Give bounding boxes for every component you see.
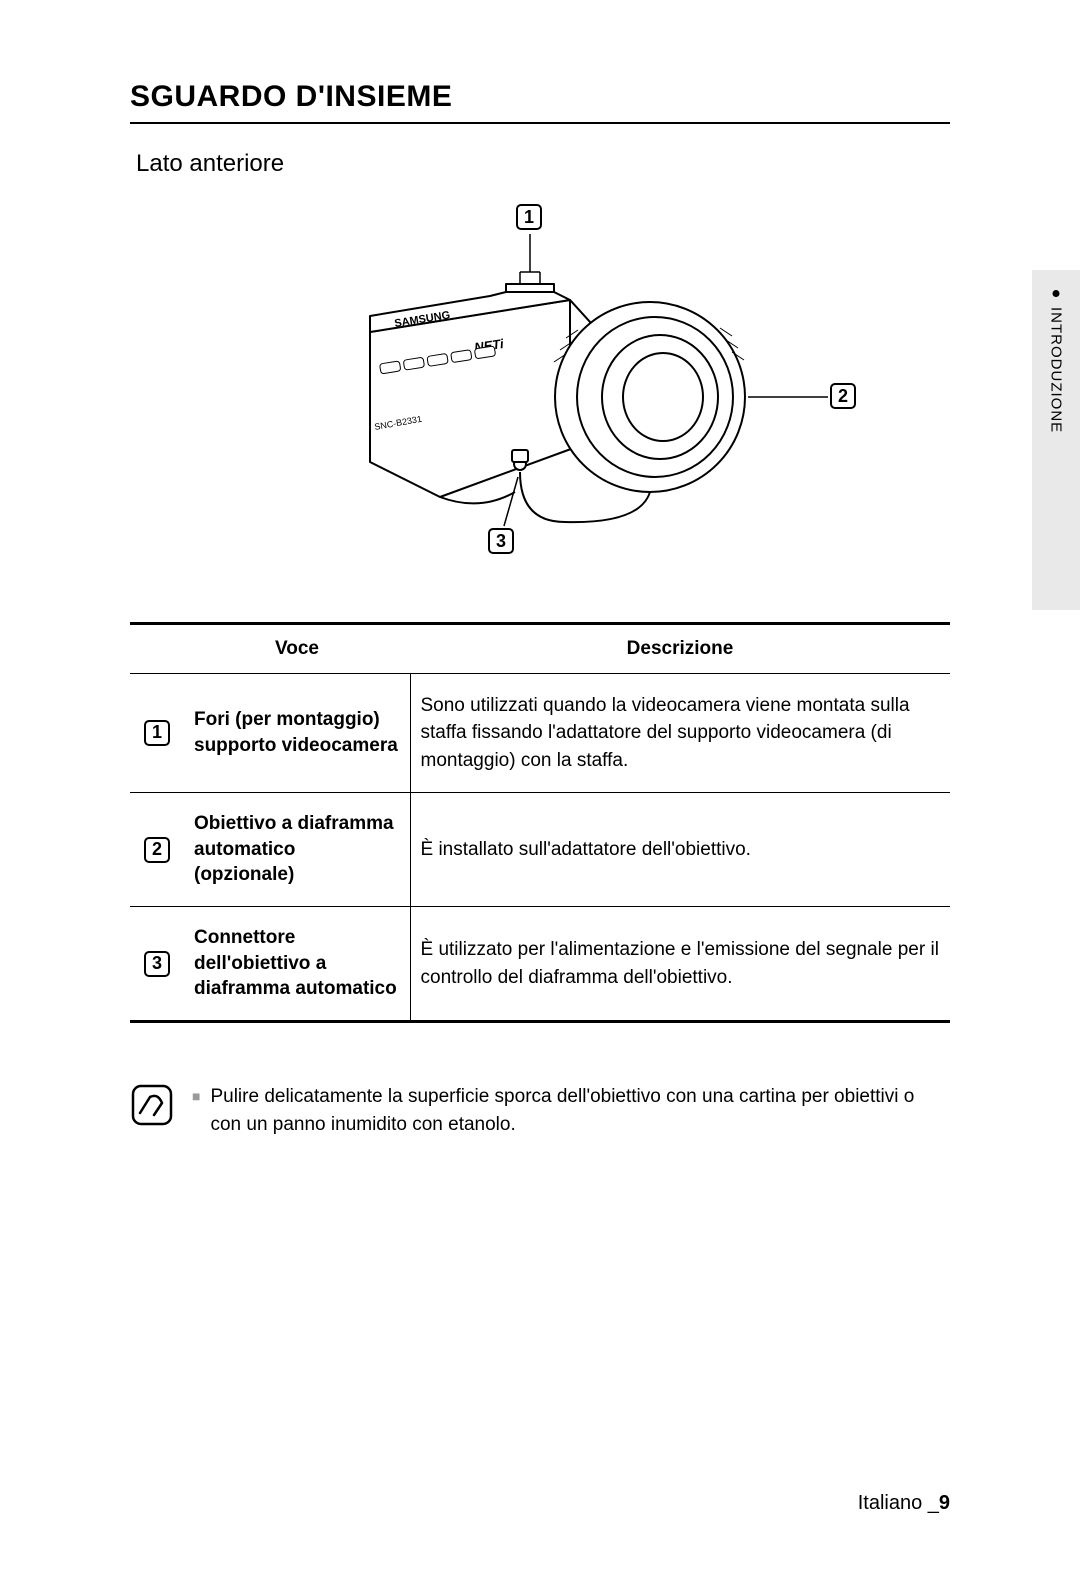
callout-3-line: [504, 477, 518, 526]
parts-table: Voce Descrizione 1 Fori (per montaggio) …: [130, 622, 950, 1023]
row-voce: Obiettivo a diaframma automatico (opzion…: [184, 793, 410, 907]
side-tab-dot: [1053, 290, 1060, 297]
row-voce: Connettore dell'obiettivo a diaframma au…: [184, 907, 410, 1022]
th-blank: [130, 624, 184, 674]
callout-3: 3: [488, 528, 514, 554]
callout-1: 1: [516, 204, 542, 230]
side-tab-label: INTRODUZIONE: [1048, 290, 1065, 433]
footer-lang: Italiano _: [858, 1492, 939, 1514]
callout-1-line: [520, 234, 540, 284]
lens: [554, 302, 745, 492]
footer-page: 9: [939, 1492, 950, 1514]
row-idx: 2: [144, 837, 170, 863]
table-row: 3 Connettore dell'obiettivo a diaframma …: [130, 907, 950, 1022]
subsection-title: Lato anteriore: [136, 150, 950, 178]
row-desc: Sono utilizzati quando la videocamera vi…: [410, 673, 950, 793]
note-text: Pulire delicatamente la superficie sporc…: [210, 1083, 950, 1138]
table-row: 2 Obiettivo a diaframma automatico (opzi…: [130, 793, 950, 907]
row-idx: 3: [144, 951, 170, 977]
row-desc: È installato sull'adattatore dell'obiett…: [410, 793, 950, 907]
note-icon: [130, 1083, 174, 1127]
note: ■ Pulire delicatamente la superficie spo…: [130, 1083, 950, 1138]
side-tab-text: INTRODUZIONE: [1048, 307, 1065, 433]
camera-svg: 1 SAMSUNG NETi SNC-B2331: [220, 192, 860, 572]
footer: Italiano _9: [858, 1492, 950, 1515]
note-bullet: ■: [192, 1083, 200, 1138]
th-desc: Descrizione: [410, 624, 950, 674]
row-idx: 1: [144, 720, 170, 746]
table-row: 1 Fori (per montaggio) supporto videocam…: [130, 673, 950, 793]
section-title: SGUARDO D'INSIEME: [130, 80, 950, 124]
row-desc: È utilizzato per l'alimentazione e l'emi…: [410, 907, 950, 1022]
callout-2: 2: [830, 383, 856, 409]
th-voce: Voce: [184, 624, 410, 674]
row-voce: Fori (per montaggio) supporto videocamer…: [184, 673, 410, 793]
camera-diagram: 1 SAMSUNG NETi SNC-B2331: [130, 192, 950, 572]
page: INTRODUZIONE SGUARDO D'INSIEME Lato ante…: [0, 0, 1080, 1571]
side-tab: INTRODUZIONE: [1032, 270, 1080, 610]
